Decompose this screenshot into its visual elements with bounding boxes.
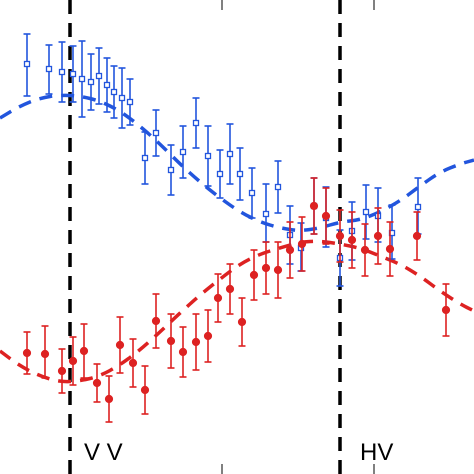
series-group [22, 177, 451, 423]
data-point [203, 331, 213, 341]
data-point [69, 70, 77, 78]
data-point [225, 284, 235, 294]
data-point [104, 394, 114, 404]
data-point [95, 72, 103, 80]
annotation-hv: HV [360, 439, 393, 466]
data-point [335, 231, 345, 241]
data-point [362, 208, 370, 216]
data-point [140, 385, 150, 395]
data-point [321, 211, 331, 221]
data-point [441, 305, 451, 315]
data-point [360, 245, 370, 255]
data-point [226, 150, 234, 158]
annotation-vv: V V [84, 439, 123, 466]
data-point [22, 348, 32, 358]
data-point [249, 270, 259, 280]
data-point [347, 235, 357, 245]
data-point [87, 78, 95, 86]
data-point [297, 239, 307, 249]
data-point [248, 189, 256, 197]
data-point [58, 68, 66, 76]
data-point [273, 265, 283, 275]
data-point [262, 210, 270, 218]
data-point [141, 154, 149, 162]
data-series [22, 33, 451, 423]
data-point [412, 231, 422, 241]
fit-curve [0, 93, 474, 232]
data-point [45, 65, 53, 73]
data-point [309, 201, 319, 211]
data-point [115, 340, 125, 350]
data-point [414, 203, 422, 211]
data-point [261, 263, 271, 273]
data-point [216, 170, 224, 178]
data-point [178, 347, 188, 357]
data-point [68, 356, 78, 366]
annotations: V V HV [84, 439, 393, 466]
data-point [78, 75, 86, 83]
data-point [385, 244, 395, 254]
data-point [213, 293, 223, 303]
data-point [110, 88, 118, 96]
data-point [191, 337, 201, 347]
data-point [57, 366, 67, 376]
data-point [152, 129, 160, 137]
data-point [103, 81, 111, 89]
data-point [166, 336, 176, 346]
x-axis-ticks [69, 0, 375, 474]
data-point [373, 231, 383, 241]
data-point [167, 166, 175, 174]
data-point [118, 94, 126, 102]
data-point [92, 378, 102, 388]
data-point [274, 183, 282, 191]
data-point [179, 148, 187, 156]
data-point [79, 346, 89, 356]
reference-lines [68, 0, 342, 474]
data-point [23, 60, 31, 68]
data-point [236, 170, 244, 178]
data-point [285, 245, 295, 255]
data-point [126, 98, 134, 106]
data-point [204, 152, 212, 160]
data-point [151, 316, 161, 326]
data-point [128, 358, 138, 368]
data-point [237, 317, 247, 327]
data-point [40, 349, 50, 359]
data-point [192, 119, 200, 127]
